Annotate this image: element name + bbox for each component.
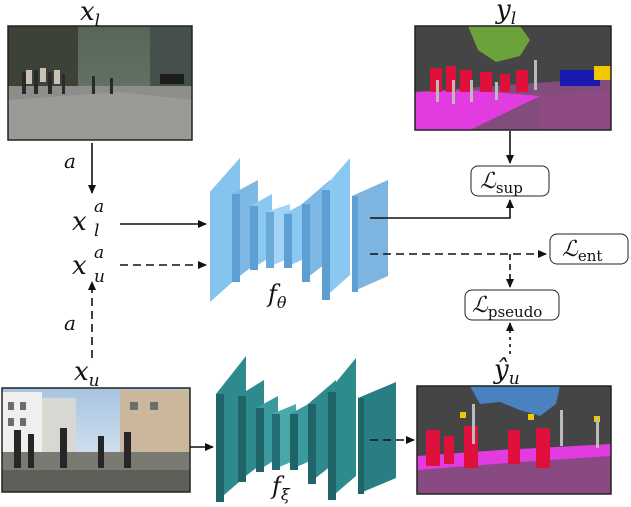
label-map [414,25,612,131]
label-x-u: xu [74,357,100,391]
student-layer [352,180,388,292]
label-augment-bottom: a [64,311,76,335]
teacher-network [216,356,396,502]
labeled-image [7,25,193,141]
student-layer [322,158,350,300]
loss-ent-label: ℒent [562,237,602,265]
label-x-l: xl [80,0,100,31]
unlabeled-image [1,387,191,493]
loss-sup-label: ℒsup [480,169,523,197]
label-f-theta: fθ [266,280,287,312]
pseudo-label-map [416,385,612,495]
loss-pseudo-label: ℒpseudo [472,293,542,321]
loss-sup-box [470,165,550,197]
student-network [210,158,388,302]
loss-ent-box [549,233,629,265]
label-augment-top: a [64,149,76,173]
loss-pseudo-box [464,289,560,321]
student-layer [284,202,306,268]
teacher-layer [290,402,312,470]
label-y-hat-u: ŷu [493,355,520,389]
teacher-layer [358,382,396,494]
teacher-layer [328,358,356,500]
arrow-student-to-loss-sup [370,199,514,219]
label-y-l: yl [495,0,516,29]
label-f-xi: fξ [270,472,291,504]
